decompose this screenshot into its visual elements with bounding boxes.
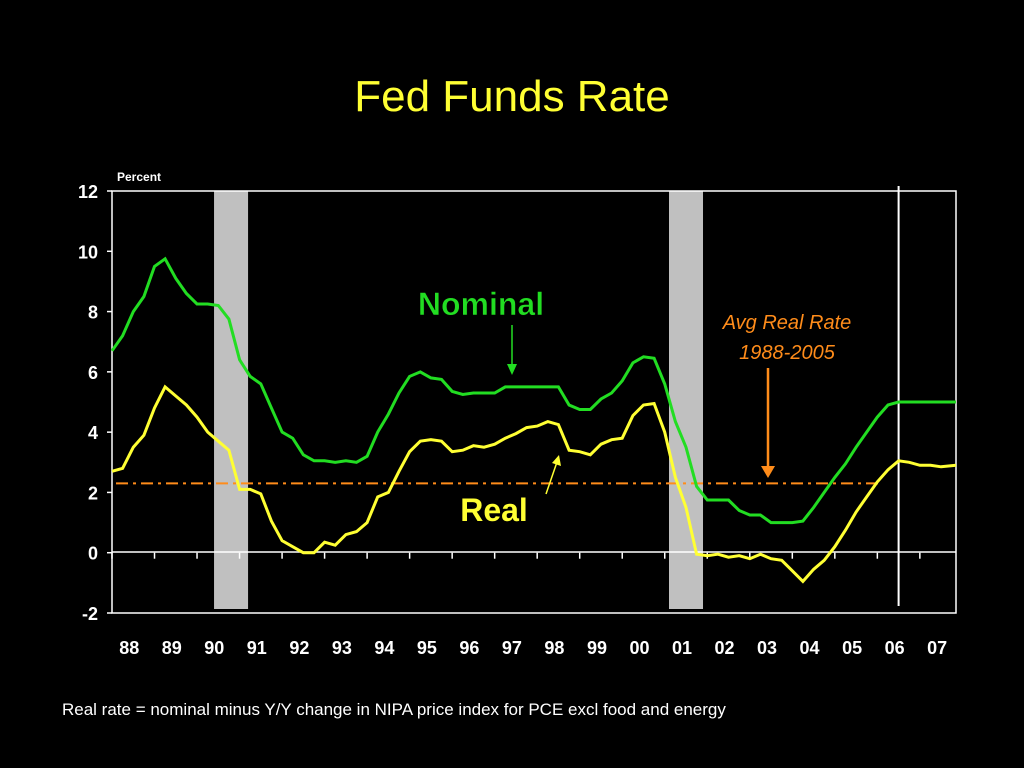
x-tick-label: 02 [715, 638, 735, 658]
x-tick-label: 94 [374, 638, 394, 658]
x-tick-label: 93 [332, 638, 352, 658]
x-tick-label: 95 [417, 638, 437, 658]
y-tick-label: 8 [88, 303, 98, 323]
x-tick-label: 05 [842, 638, 862, 658]
nominal-pointer-arrowhead [507, 364, 517, 375]
real-pointer-arrowhead [552, 455, 561, 466]
x-tick-label: 03 [757, 638, 777, 658]
x-tick-label: 91 [247, 638, 267, 658]
x-tick-label: 00 [629, 638, 649, 658]
x-tick-label: 01 [672, 638, 692, 658]
slide-title: Fed Funds Rate [354, 72, 670, 121]
y-axis-ticks: -2 0 2 4 6 8 10 12 [78, 182, 112, 624]
y-axis-label: Percent [117, 170, 161, 184]
recession-band-1 [668, 191, 704, 609]
x-tick-label: 06 [885, 638, 905, 658]
x-tick-label: 97 [502, 638, 522, 658]
real-pointer-line [545, 461, 558, 495]
nominal-label: Nominal [418, 286, 544, 322]
y-tick-label: 6 [88, 363, 98, 383]
y-tick-label: 12 [78, 182, 98, 202]
avg-pointer-arrowhead [761, 466, 775, 478]
y-tick-label: 10 [78, 242, 98, 262]
x-axis-ticks: 88 89 90 91 92 93 94 95 96 97 98 99 00 01 02 03 04 05 06 07 [111, 552, 947, 658]
recession-bands [214, 191, 704, 609]
x-tick-label: 96 [459, 638, 479, 658]
x-tick-label: 92 [289, 638, 309, 658]
y-tick-label: -2 [82, 604, 98, 624]
x-tick-label: 90 [204, 638, 224, 658]
real-label: Real [460, 492, 528, 528]
x-tick-label: 99 [587, 638, 607, 658]
nominal-series-line [110, 256, 956, 525]
footnote: Real rate = nominal minus Y/Y change in … [62, 700, 726, 719]
y-tick-label: 4 [88, 423, 98, 443]
x-tick-label: 89 [162, 638, 182, 658]
x-tick-label: 07 [927, 638, 947, 658]
real-series-line [111, 384, 957, 584]
y-tick-label: 0 [88, 544, 98, 564]
x-tick-label: 98 [544, 638, 564, 658]
recession-band-0 [214, 191, 249, 609]
avg-label-line1: Avg Real Rate [722, 312, 852, 334]
y-tick-label: 2 [88, 483, 98, 503]
x-tick-label: 88 [119, 638, 139, 658]
x-tick-label: 04 [800, 638, 820, 658]
avg-label-line2: 1988-2005 [739, 342, 836, 364]
